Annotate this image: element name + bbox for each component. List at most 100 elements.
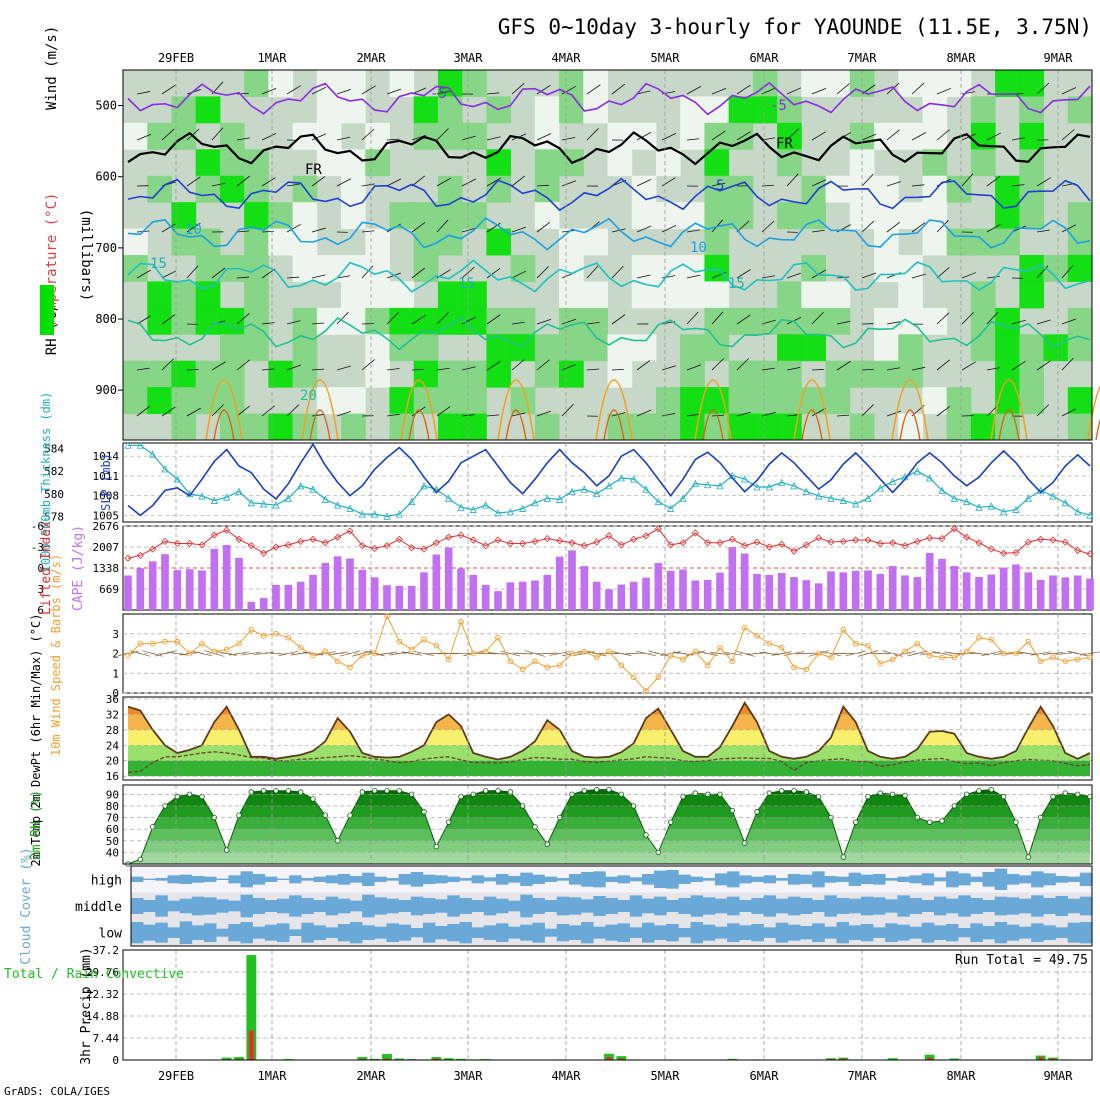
rh-point: [248, 789, 255, 795]
time-label-top: 4MAR: [552, 51, 582, 65]
wind-speed-point: [803, 666, 810, 673]
wind-barb: [411, 175, 426, 187]
time-label-bottom: 9MAR: [1044, 1069, 1074, 1083]
cloud-bar: [787, 874, 801, 885]
wind-barb: [211, 182, 226, 187]
cloud-bar: [386, 878, 399, 881]
cloud-bar: [605, 924, 618, 941]
rh-patch: [970, 228, 996, 256]
cloud-bar: [447, 895, 460, 917]
temp-line: [127, 701, 1091, 761]
cloud-bar: [812, 871, 825, 888]
ytick-label-precip: 7.44: [93, 1032, 120, 1045]
rh-patch: [244, 307, 269, 335]
panel-frame: [122, 69, 1093, 441]
thickness-point: [827, 494, 835, 502]
wind-barb: [211, 127, 224, 141]
contour-label: 15: [458, 276, 475, 292]
wind-barb: [211, 267, 226, 279]
thickness-point: [568, 487, 576, 495]
rh-patch: [1019, 360, 1045, 388]
rh-point: [359, 789, 366, 795]
wind-speed-point: [273, 630, 279, 637]
cloud-level-label: middle: [75, 900, 122, 915]
rh-patch: [728, 360, 754, 388]
li-point: [272, 543, 280, 551]
li-point: [1000, 549, 1008, 557]
contour-label: 10: [690, 240, 707, 256]
cloud-bar: [751, 924, 764, 942]
rh-point: [396, 788, 403, 794]
rh-point: [976, 788, 982, 794]
rh-point: [741, 840, 748, 846]
thickness-point: [1012, 505, 1020, 513]
cloud-bar: [228, 900, 241, 912]
wind-barb: [386, 88, 402, 95]
li-point: [704, 539, 712, 547]
rh-patch: [873, 307, 899, 335]
wind-speed-point: [828, 654, 834, 661]
wind-barb: [336, 178, 352, 187]
wind-barb-10m: [931, 650, 953, 657]
wind-barb: [861, 220, 875, 233]
wind-barb-10m: [586, 650, 607, 657]
rh-patch: [195, 360, 221, 388]
cloud-bar: [155, 895, 168, 917]
cloud-bar: [398, 900, 412, 912]
wind-barb-10m: [623, 652, 644, 655]
rh-band: [128, 805, 1090, 818]
warm-contour: [694, 379, 732, 441]
warm-contour: [213, 409, 235, 441]
cloud-bar: [155, 922, 168, 943]
wind-speed-point: [495, 634, 501, 641]
rh-patch: [1067, 96, 1093, 124]
wind-barb: [136, 367, 150, 371]
wind-barb: [986, 311, 999, 325]
wind-speed-point: [840, 626, 847, 633]
rh-patch: [123, 122, 148, 150]
rh-patch: [147, 175, 172, 203]
li-line: [127, 528, 1091, 559]
warm-contour: [408, 409, 430, 441]
wind-barb-10m: [376, 651, 398, 656]
wind-barb: [986, 275, 1000, 279]
wind-barb: [636, 225, 652, 233]
time-label-bottom: 29FEB: [158, 1069, 194, 1083]
cloud-bar: [751, 898, 764, 914]
rh-patch: [1019, 255, 1045, 282]
thickness-point: [334, 501, 342, 509]
rh-patch: [268, 413, 294, 441]
cloud-bar: [252, 926, 266, 939]
cape-bar: [506, 582, 515, 610]
cloud-bar: [289, 895, 302, 917]
wind-speed-point: [248, 626, 255, 633]
thickness-point: [741, 475, 749, 483]
cloud-bar: [179, 921, 193, 944]
cloud-bar: [739, 925, 752, 940]
li-point: [445, 533, 453, 541]
wind-barb: [636, 360, 651, 371]
li-point: [580, 542, 588, 550]
cape-bar: [383, 585, 391, 610]
cloud-bar: [897, 876, 910, 882]
cloud-bar: [714, 898, 728, 914]
temp-band: [128, 760, 1090, 777]
thickness-point: [260, 500, 268, 508]
cloud-bar: [848, 898, 862, 914]
li-point: [901, 542, 909, 550]
rh-patch: [898, 360, 923, 388]
wind-barb: [511, 412, 526, 417]
ylabel-temp: 2m Temp 2m DewPt (6hr Min/Max) (°C): [29, 614, 43, 867]
li-point: [432, 539, 440, 547]
wind-barb: [561, 85, 576, 95]
wind-barb: [886, 410, 902, 417]
cape-bar: [1061, 577, 1070, 610]
rh-band: [128, 852, 1090, 864]
wind-barb: [161, 270, 177, 279]
wind-barb: [536, 266, 549, 279]
panel-frame: [122, 696, 1093, 781]
cloud-bar: [131, 922, 144, 944]
ytick-label-precip: 14.88: [86, 1010, 119, 1023]
ytick-label-rh: 40: [106, 846, 119, 859]
wind-barb-10m: [722, 651, 743, 656]
